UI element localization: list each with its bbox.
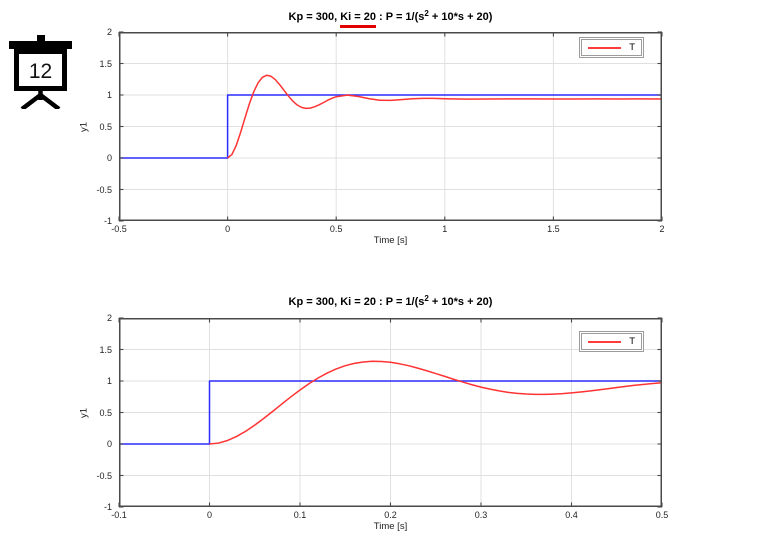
x-tick-label: 0.4 <box>565 510 578 520</box>
y-tick-label: 1.5 <box>99 344 112 355</box>
y-tick-label: 2 <box>106 27 112 37</box>
title-suffix: + 10*s + 20) <box>428 11 493 23</box>
series-T <box>227 74 663 159</box>
legend: T <box>579 331 644 352</box>
title-suffix: + 10*s + 20) <box>428 296 493 308</box>
chart-title: Kp = 300, Ki = 20 : P = 1/(s2 + 10*s + 2… <box>119 9 662 28</box>
legend-line-sample <box>588 46 622 49</box>
x-tick-label: -0.1 <box>111 510 127 520</box>
slide-number: 12 <box>29 60 52 83</box>
x-axis-label: Time [s] <box>373 521 408 532</box>
x-tick-label: 0 <box>206 510 213 520</box>
plot-area: T -0.5 0 0.5 1 1.5 2 -1 -0.5 0 0.5 1 1.5 2 <box>96 27 664 234</box>
x-axis-label: Time [s] <box>373 235 408 246</box>
title-superscript: 2 <box>424 294 429 303</box>
presentation-screen-graphic: 12 <box>9 35 72 109</box>
title-superscript: 2 <box>424 9 429 18</box>
title-ki-highlighted: Ki = 20 <box>340 11 376 28</box>
title-prefix: Kp = 300, <box>288 11 341 23</box>
plot-border <box>119 318 662 507</box>
y-tick-label: 0 <box>106 439 112 449</box>
x-tick-label: -0.5 <box>111 224 127 234</box>
x-tick-label: 0.3 <box>474 510 488 520</box>
y-tick-label: 0.5 <box>99 407 112 418</box>
y-tick-label: 2 <box>106 313 112 323</box>
series-T <box>209 360 663 445</box>
y-tick-label: 0 <box>106 153 112 163</box>
y-tick-label: -1 <box>103 502 112 512</box>
x-tick-label: 0.5 <box>329 224 343 234</box>
legend-label: T <box>629 335 635 347</box>
x-tick-label: 1 <box>442 224 448 234</box>
series-reference-step <box>119 380 662 445</box>
y-axis-label: y1 <box>78 407 90 419</box>
series-reference-step <box>119 94 662 159</box>
legend-line-sample <box>588 340 622 343</box>
x-tick-label: 1.5 <box>547 224 560 234</box>
x-tick-label: 0.5 <box>655 510 669 520</box>
y-tick-label: 1 <box>106 376 112 386</box>
legend: T <box>579 37 644 58</box>
y-tick-label: 1.5 <box>99 58 112 69</box>
presentation-screen-icon: 12 <box>8 35 74 109</box>
title-mid: : P = 1/(s <box>375 11 425 23</box>
title-mid: : P = 1/(s <box>375 296 425 308</box>
title-ki: Ki = 20 <box>340 296 376 308</box>
y-tick-label: -1 <box>103 216 112 226</box>
y-tick-label: -0.5 <box>96 184 112 195</box>
y-axis-label: y1 <box>78 121 90 133</box>
plot-border <box>119 32 662 221</box>
plot-canvas <box>118 317 663 508</box>
y-tick-label: -0.5 <box>96 470 112 481</box>
chart-title: Kp = 300, Ki = 20 : P = 1/(s2 + 10*s + 2… <box>119 294 662 308</box>
title-prefix: Kp = 300, <box>288 296 341 308</box>
y-tick-label: 0.5 <box>99 121 112 132</box>
legend-label: T <box>629 41 635 53</box>
plot-area: T -0.1 0 0.1 0.2 0.3 0.4 0.5 -1 -0.5 0 0.5 1 1.5 2 <box>96 313 668 520</box>
legend-box: T <box>581 39 642 56</box>
x-tick-label: 2 <box>659 224 665 234</box>
legend-box: T <box>581 333 642 350</box>
plot-canvas <box>118 31 663 222</box>
x-tick-label: 0.1 <box>293 510 307 520</box>
x-tick-label: 0 <box>225 224 231 234</box>
x-tick-label: 0.2 <box>384 510 397 520</box>
y-tick-label: 1 <box>106 90 112 100</box>
